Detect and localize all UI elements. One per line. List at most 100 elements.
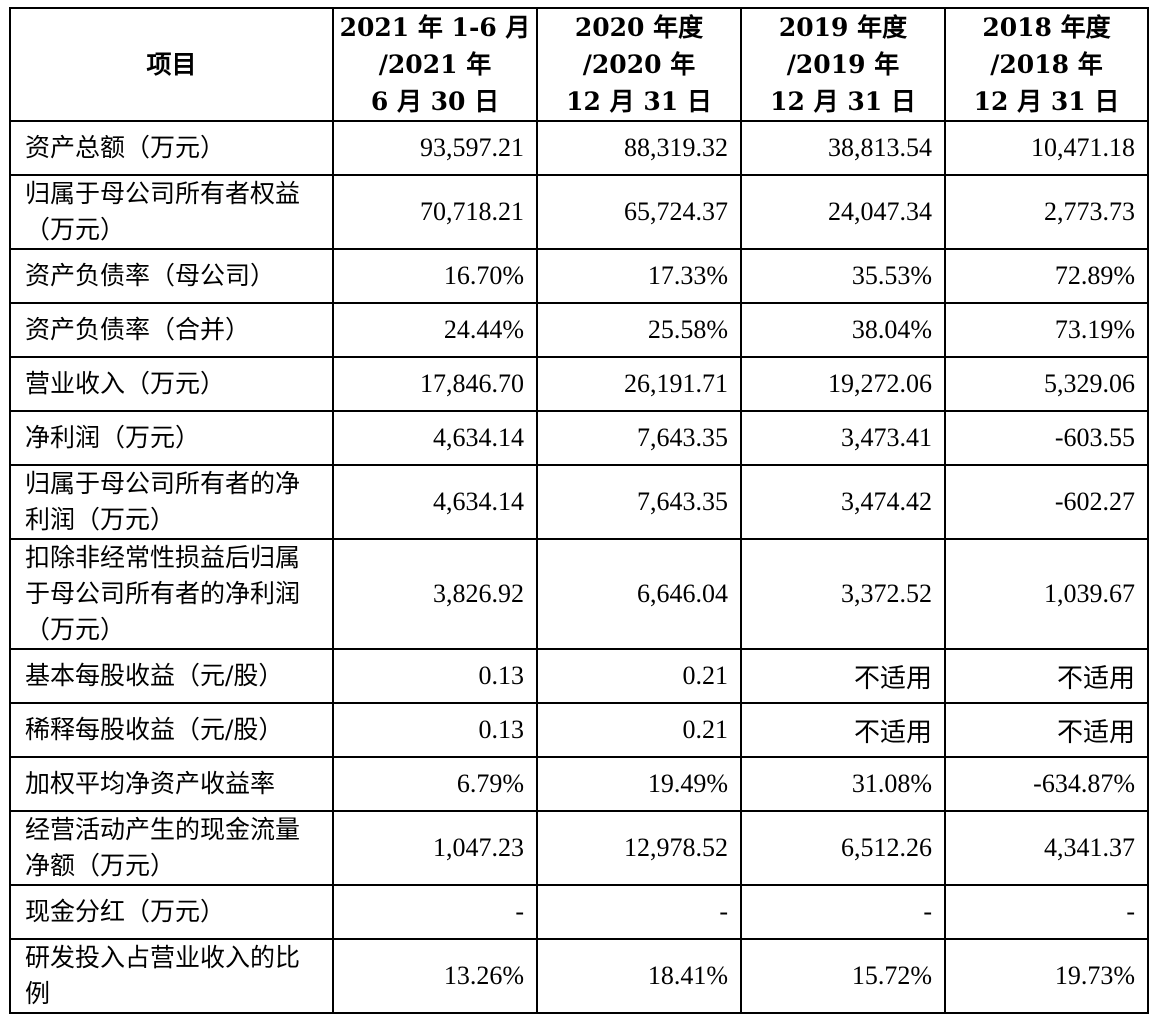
row-label: 营业收入（万元）	[9, 356, 334, 412]
row-label: 归属于母公司所有者权益（万元）	[9, 174, 334, 250]
row-label: 净利润（万元）	[9, 410, 334, 466]
financial-indicators-table: 项目 2021 年 1-6 月 /2021 年 6 月 30 日 2020 年度…	[9, 7, 1149, 1014]
header-line: 12 月 31 日	[566, 87, 712, 116]
cell-value: 7,643.35	[536, 410, 742, 466]
header-line: 2019 年度	[778, 13, 908, 42]
table-row: 营业收入（万元） 17,846.70 26,191.71 19,272.06 5…	[9, 356, 1149, 412]
cell-value: 0.13	[332, 648, 538, 704]
row-label: 归属于母公司所有者的净利润（万元）	[9, 464, 334, 540]
row-label: 基本每股收益（元/股）	[9, 648, 334, 704]
cell-value: 4,634.14	[332, 464, 538, 540]
cell-value: 4,341.37	[944, 810, 1149, 886]
header-line: /2019 年	[786, 50, 900, 79]
cell-value: 38,813.54	[740, 120, 946, 176]
cell-value: 6.79%	[332, 756, 538, 812]
cell-value: 10,471.18	[944, 120, 1149, 176]
cell-value: -	[536, 884, 742, 940]
header-period-2021h1: 2021 年 1-6 月 /2021 年 6 月 30 日	[332, 7, 538, 122]
cell-value: 0.13	[332, 702, 538, 758]
cell-value: 12,978.52	[536, 810, 742, 886]
header-line: 6 月 30 日	[370, 87, 500, 116]
row-label: 资产总额（万元）	[9, 120, 334, 176]
cell-value: 1,047.23	[332, 810, 538, 886]
cell-value: 35.53%	[740, 248, 946, 304]
cell-value: 19,272.06	[740, 356, 946, 412]
cell-value: 19.73%	[944, 938, 1149, 1014]
row-label: 扣除非经常性损益后归属于母公司所有者的净利润（万元）	[9, 538, 334, 650]
cell-value: 1,039.67	[944, 538, 1149, 650]
cell-value: 16.70%	[332, 248, 538, 304]
header-line: 2018 年度	[982, 13, 1111, 42]
cell-value: -634.87%	[944, 756, 1149, 812]
row-label: 资产负债率（合并）	[9, 302, 334, 358]
cell-value: 0.21	[536, 648, 742, 704]
cell-value: -	[332, 884, 538, 940]
header-line: 2020 年度	[574, 13, 704, 42]
cell-value: 38.04%	[740, 302, 946, 358]
cell-value: 不适用	[740, 702, 946, 758]
cell-value: 6,512.26	[740, 810, 946, 886]
cell-value: 17,846.70	[332, 356, 538, 412]
cell-value: -	[740, 884, 946, 940]
cell-value: 93,597.21	[332, 120, 538, 176]
row-label: 现金分红（万元）	[9, 884, 334, 940]
table-row: 现金分红（万元） - - - -	[9, 884, 1149, 940]
table-row: 资产总额（万元） 93,597.21 88,319.32 38,813.54 1…	[9, 120, 1149, 176]
cell-value: 不适用	[740, 648, 946, 704]
header-line: 12 月 31 日	[770, 87, 916, 116]
cell-value: 24.44%	[332, 302, 538, 358]
table-row: 基本每股收益（元/股） 0.13 0.21 不适用 不适用	[9, 648, 1149, 704]
table-row: 资产负债率（母公司） 16.70% 17.33% 35.53% 72.89%	[9, 248, 1149, 304]
table-row: 归属于母公司所有者的净利润（万元） 4,634.14 7,643.35 3,47…	[9, 464, 1149, 540]
cell-value: 72.89%	[944, 248, 1149, 304]
header-item: 项目	[9, 7, 334, 122]
cell-value: -602.27	[944, 464, 1149, 540]
table-row: 净利润（万元） 4,634.14 7,643.35 3,473.41 -603.…	[9, 410, 1149, 466]
row-label: 稀释每股收益（元/股）	[9, 702, 334, 758]
cell-value: 0.21	[536, 702, 742, 758]
header-line: 12 月 31 日	[973, 87, 1120, 116]
cell-value: 18.41%	[536, 938, 742, 1014]
header-period-2020: 2020 年度 /2020 年 12 月 31 日	[536, 7, 742, 122]
cell-value: 70,718.21	[332, 174, 538, 250]
table-row: 研发投入占营业收入的比例 13.26% 18.41% 15.72% 19.73%	[9, 938, 1149, 1014]
cell-value: 26,191.71	[536, 356, 742, 412]
cell-value: 31.08%	[740, 756, 946, 812]
header-row: 项目 2021 年 1-6 月 /2021 年 6 月 30 日 2020 年度…	[9, 7, 1149, 122]
header-line: /2020 年	[582, 50, 696, 79]
table-row: 扣除非经常性损益后归属于母公司所有者的净利润（万元） 3,826.92 6,64…	[9, 538, 1149, 650]
cell-value: 3,372.52	[740, 538, 946, 650]
cell-value: 5,329.06	[944, 356, 1149, 412]
cell-value: 25.58%	[536, 302, 742, 358]
cell-value: 24,047.34	[740, 174, 946, 250]
cell-value: 73.19%	[944, 302, 1149, 358]
cell-value: 19.49%	[536, 756, 742, 812]
cell-value: 6,646.04	[536, 538, 742, 650]
table-row: 归属于母公司所有者权益（万元） 70,718.21 65,724.37 24,0…	[9, 174, 1149, 250]
cell-value: 3,473.41	[740, 410, 946, 466]
cell-value: 3,826.92	[332, 538, 538, 650]
table-row: 稀释每股收益（元/股） 0.13 0.21 不适用 不适用	[9, 702, 1149, 758]
cell-value: 65,724.37	[536, 174, 742, 250]
cell-value: -603.55	[944, 410, 1149, 466]
cell-value: 13.26%	[332, 938, 538, 1014]
table-row: 经营活动产生的现金流量净额（万元） 1,047.23 12,978.52 6,5…	[9, 810, 1149, 886]
header-line: /2018 年	[990, 50, 1103, 79]
cell-value: -	[944, 884, 1149, 940]
header-line: 2021 年 1-6 月	[339, 13, 531, 42]
row-label: 研发投入占营业收入的比例	[9, 938, 334, 1014]
row-label: 加权平均净资产收益率	[9, 756, 334, 812]
cell-value: 不适用	[944, 702, 1149, 758]
cell-value: 不适用	[944, 648, 1149, 704]
header-period-2019: 2019 年度 /2019 年 12 月 31 日	[740, 7, 946, 122]
table-row: 加权平均净资产收益率 6.79% 19.49% 31.08% -634.87%	[9, 756, 1149, 812]
table-row: 资产负债率（合并） 24.44% 25.58% 38.04% 73.19%	[9, 302, 1149, 358]
cell-value: 7,643.35	[536, 464, 742, 540]
cell-value: 4,634.14	[332, 410, 538, 466]
row-label: 经营活动产生的现金流量净额（万元）	[9, 810, 334, 886]
cell-value: 3,474.42	[740, 464, 946, 540]
cell-value: 15.72%	[740, 938, 946, 1014]
cell-value: 88,319.32	[536, 120, 742, 176]
header-period-2018: 2018 年度 /2018 年 12 月 31 日	[944, 7, 1149, 122]
header-line: /2021 年	[378, 50, 492, 79]
